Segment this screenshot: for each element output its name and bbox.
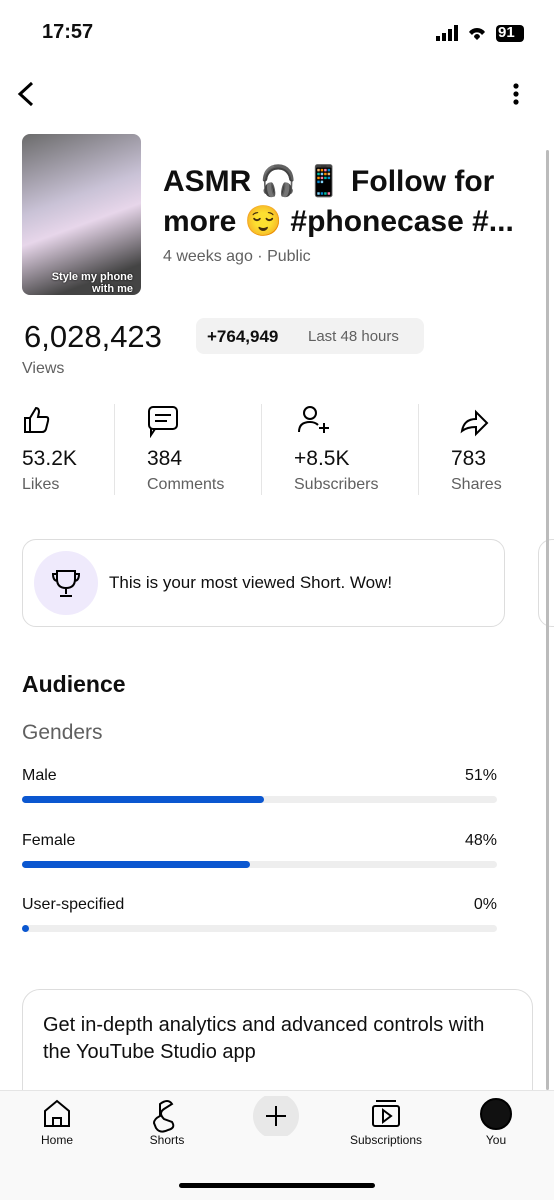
promo-text: Get in-depth analytics and advanced cont… xyxy=(43,1014,485,1063)
stat-value: 53.2K xyxy=(22,447,77,470)
stat-value: +8.5K xyxy=(294,447,350,470)
age: 4 weeks ago xyxy=(163,248,253,265)
thumbnail-caption: Style my phone with me xyxy=(51,271,133,295)
gender-percent: 0% xyxy=(473,896,497,913)
nav-icons[interactable] xyxy=(0,1096,554,1136)
gender-label: Female xyxy=(22,831,76,849)
trophy-icon xyxy=(34,551,98,615)
thumbnail[interactable]: Style my phone with me xyxy=(22,134,141,295)
scrollbar xyxy=(546,150,549,1090)
home-indicator xyxy=(179,1183,375,1188)
highlight-card: This is your most viewed Short. Wow! xyxy=(22,539,505,627)
divider xyxy=(261,404,262,495)
video-meta: 4 weeks ago · Public xyxy=(163,248,311,265)
divider xyxy=(114,404,115,495)
gender-percent: 48% xyxy=(464,831,497,849)
change-value: +764,949 xyxy=(207,327,279,346)
visibility: Public xyxy=(267,248,311,265)
nav-label[interactable]: Subscriptions xyxy=(349,1133,423,1147)
stat-label: Likes xyxy=(22,476,60,493)
nav-label[interactable]: Shorts xyxy=(149,1133,185,1147)
change-chip: +764,949 Last 48 hours xyxy=(196,318,424,354)
time: 17:57 xyxy=(42,21,94,43)
stat-icons xyxy=(24,406,489,438)
video-title: ASMR 🎧 📱 Follow for more 😌 #phonecase #.… xyxy=(163,165,514,238)
stat-label: Subscribers xyxy=(294,476,379,493)
section-title: Audience xyxy=(22,671,126,697)
nav-label[interactable]: Home xyxy=(40,1133,74,1147)
gender-track xyxy=(22,796,497,803)
gender-percent: 51% xyxy=(464,767,497,784)
view-count: 6,028,423 xyxy=(24,319,162,354)
gender-bar xyxy=(22,925,29,932)
stat-label: Shares xyxy=(451,476,502,493)
views-label: Views xyxy=(22,360,65,377)
genders-title: Genders xyxy=(22,721,103,744)
gender-bar xyxy=(22,860,250,868)
promo-card: Get in-depth analytics and advanced cont… xyxy=(22,989,533,1131)
stat-value: 384 xyxy=(147,447,183,470)
status-icons xyxy=(436,25,524,42)
gender-bar xyxy=(22,796,265,803)
nav-label[interactable]: You xyxy=(485,1133,507,1147)
gender-track xyxy=(22,925,497,932)
more-button[interactable] xyxy=(508,82,524,106)
stat-value: 783 xyxy=(451,447,487,470)
gender-label: Male xyxy=(22,767,57,784)
change-period: Last 48 hours xyxy=(308,328,399,345)
battery: 91 xyxy=(498,24,515,41)
back-button[interactable] xyxy=(14,80,40,108)
stat-label: Comments xyxy=(147,476,225,493)
gender-track xyxy=(22,860,497,868)
divider xyxy=(418,404,419,495)
highlight-text: This is your most viewed Short. Wow! xyxy=(109,573,393,592)
gender-label: User-specified xyxy=(22,896,125,913)
